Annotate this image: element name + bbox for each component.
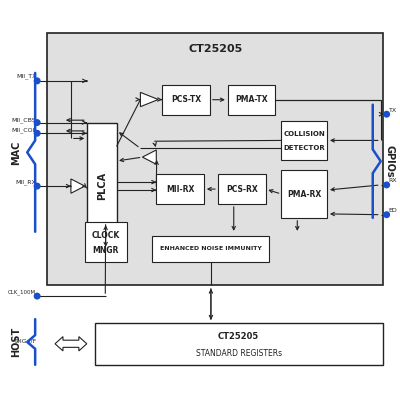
Text: CT25205: CT25205 [189, 44, 243, 54]
Text: PLCA: PLCA [97, 172, 107, 200]
Circle shape [34, 120, 40, 125]
Text: MII_RX: MII_RX [16, 180, 36, 185]
Text: MNGR: MNGR [92, 246, 119, 255]
Text: GPIOs: GPIOs [385, 145, 395, 178]
Text: DIG I/F: DIG I/F [15, 338, 36, 344]
Text: MAC: MAC [12, 140, 22, 164]
Text: STANDARD REGISTERs: STANDARD REGISTERs [196, 349, 282, 358]
Bar [228, 85, 276, 115]
Text: CLOCK: CLOCK [92, 231, 120, 240]
Text: TX: TX [389, 108, 397, 113]
Text: RX: RX [389, 178, 397, 184]
Circle shape [34, 293, 40, 299]
Bar [162, 85, 210, 115]
Circle shape [384, 112, 390, 117]
Bar [95, 323, 383, 365]
Circle shape [384, 182, 390, 188]
Text: ENHANCED NOISE IMMUNITY: ENHANCED NOISE IMMUNITY [160, 246, 262, 251]
Text: MII_TX: MII_TX [16, 74, 36, 79]
Text: COLLISION: COLLISION [283, 132, 325, 138]
Bar [282, 120, 327, 160]
Circle shape [384, 212, 390, 218]
Bar [156, 174, 204, 204]
Bar [47, 33, 383, 285]
Bar [87, 122, 116, 250]
Text: PCS-TX: PCS-TX [171, 95, 201, 104]
Circle shape [34, 130, 40, 136]
Polygon shape [140, 92, 158, 107]
Text: PMA-RX: PMA-RX [287, 190, 321, 198]
Text: CT25205: CT25205 [218, 332, 259, 341]
Bar [85, 222, 126, 262]
Polygon shape [71, 179, 85, 193]
Text: PCS-RX: PCS-RX [226, 184, 258, 194]
Circle shape [34, 183, 40, 189]
Text: CLK_100M: CLK_100M [8, 290, 36, 295]
Text: PMA-TX: PMA-TX [235, 95, 268, 104]
Bar [218, 174, 266, 204]
Polygon shape [142, 150, 156, 164]
Circle shape [34, 78, 40, 84]
Text: ED: ED [389, 208, 397, 213]
Text: MII_CBS: MII_CBS [12, 117, 36, 123]
Text: MII-RX: MII-RX [166, 184, 194, 194]
Text: MII_COL: MII_COL [11, 128, 36, 133]
Bar [152, 236, 270, 262]
Text: DETECTOR: DETECTOR [283, 145, 325, 151]
Polygon shape [55, 337, 87, 351]
Bar [282, 170, 327, 218]
Text: HOST: HOST [12, 327, 22, 357]
